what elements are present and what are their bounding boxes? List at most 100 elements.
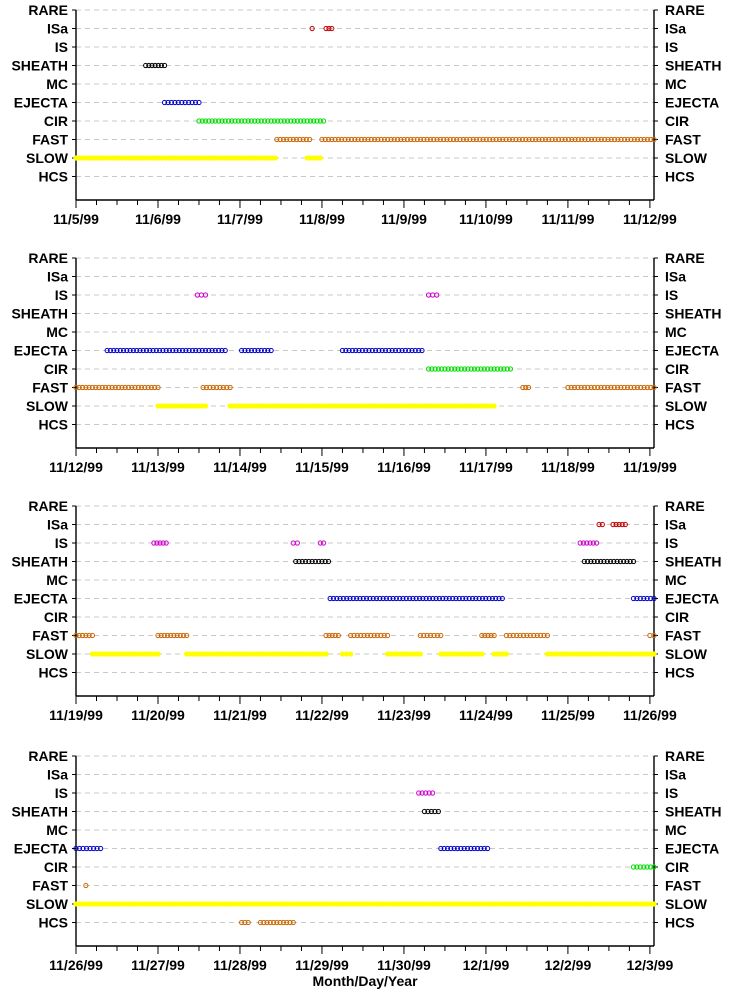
data-point-ejecta — [416, 595, 423, 602]
data-point-fast — [348, 632, 354, 639]
data-point-ejecta — [353, 347, 359, 354]
category-label-right: SHEATH — [665, 804, 722, 820]
data-point-ejecta — [242, 347, 248, 354]
data-point-ejecta — [476, 595, 482, 602]
data-point-ejecta — [466, 595, 472, 602]
category-label-right: HCS — [665, 665, 695, 681]
data-point-fast — [585, 136, 591, 143]
data-point-fast — [203, 384, 210, 391]
data-point-ejecta — [451, 845, 457, 852]
data-point-is — [590, 540, 596, 546]
data-point-fast — [89, 384, 95, 391]
data-point-fast — [628, 384, 634, 391]
data-point-ejecta — [245, 347, 251, 354]
category-label-right: IS — [665, 785, 678, 801]
x-tick-label: 11/29/99 — [295, 957, 349, 973]
data-point-hcs — [245, 919, 251, 926]
data-point-cir — [301, 118, 307, 124]
data-point-ejecta — [420, 595, 426, 602]
data-point-ejecta — [107, 347, 114, 354]
data-point-isa — [619, 521, 625, 528]
data-point-fast — [358, 136, 365, 143]
category-label-right: EJECTA — [665, 343, 719, 359]
series-cir — [425, 366, 514, 372]
data-point-fast — [89, 632, 95, 639]
data-point-fast — [503, 632, 510, 639]
data-point-ejecta — [189, 99, 195, 106]
data-point-fast — [467, 136, 473, 143]
data-point-fast — [73, 384, 79, 391]
category-label-left: RARE — [28, 2, 68, 18]
data-point-fast — [371, 136, 378, 143]
data-point-is — [317, 540, 323, 546]
category-label-right: CIR — [665, 361, 689, 377]
series-slow — [89, 651, 657, 657]
data-point-cir — [242, 118, 248, 124]
category-label-left: SHEATH — [11, 58, 68, 74]
series-hcs — [239, 919, 296, 926]
data-point-cir — [235, 118, 241, 124]
data-point-fast — [96, 384, 102, 391]
data-point-hcs — [270, 919, 277, 926]
data-point-fast — [628, 136, 634, 143]
data-point-cir — [255, 118, 261, 124]
data-point-cir — [271, 118, 278, 124]
data-point-fast — [132, 384, 138, 391]
data-point-ejecta — [363, 347, 369, 354]
data-point-fast — [470, 136, 476, 143]
x-tick-label: 11/21/99 — [213, 707, 267, 723]
data-point-is — [151, 540, 157, 546]
category-label-left: SHEATH — [11, 804, 68, 820]
data-point-ejecta — [370, 595, 376, 602]
data-point-ejecta — [446, 595, 452, 602]
data-point-ejecta — [343, 347, 349, 354]
data-point-cir — [216, 118, 222, 124]
data-point-cir — [637, 864, 643, 870]
category-label-right: SHEATH — [665, 306, 722, 322]
data-point-fast — [641, 136, 647, 143]
data-point-ejecta — [258, 347, 264, 354]
data-point-ejecta — [473, 595, 479, 602]
data-point-ejecta — [186, 347, 192, 354]
category-label-right: MC — [665, 572, 687, 588]
data-point-fast — [516, 136, 522, 143]
data-point-cir — [644, 864, 650, 870]
category-label-left: SHEATH — [11, 554, 68, 570]
data-point-ejecta — [83, 845, 90, 852]
data-point-cir — [225, 118, 232, 124]
data-point-fast — [634, 384, 641, 391]
data-point-sheath — [312, 558, 318, 565]
category-label-right: SLOW — [665, 896, 708, 912]
data-point-is — [157, 540, 163, 546]
data-point-fast — [651, 384, 657, 391]
data-point-ejecta — [182, 99, 188, 106]
data-point-fast — [274, 136, 280, 143]
series-fast — [83, 882, 89, 889]
category-label-left: CIR — [44, 361, 68, 377]
category-label-right: SLOW — [665, 646, 708, 662]
data-point-fast — [585, 384, 591, 391]
data-point-ejecta — [350, 595, 356, 602]
data-point-fast — [473, 136, 480, 143]
data-point-fast — [417, 136, 424, 143]
data-point-ejecta — [392, 347, 399, 354]
data-point-fast — [284, 136, 290, 143]
data-point-is — [584, 540, 590, 546]
data-point-slow — [651, 651, 657, 657]
data-point-fast — [177, 632, 183, 639]
data-point-fast — [524, 632, 530, 639]
category-label-left: RARE — [28, 498, 68, 514]
data-point-fast — [394, 136, 401, 143]
category-label-right: MC — [665, 324, 687, 340]
data-point-fast — [605, 136, 611, 143]
data-point-sheath — [149, 62, 155, 69]
data-point-fast — [614, 384, 621, 391]
data-point-fast — [533, 136, 539, 143]
data-point-is — [154, 540, 160, 546]
data-point-fast — [354, 632, 360, 639]
data-point-ejecta — [453, 595, 459, 602]
data-point-ejecta — [120, 347, 127, 354]
data-point-fast — [621, 136, 628, 143]
data-point-fast — [568, 384, 574, 391]
